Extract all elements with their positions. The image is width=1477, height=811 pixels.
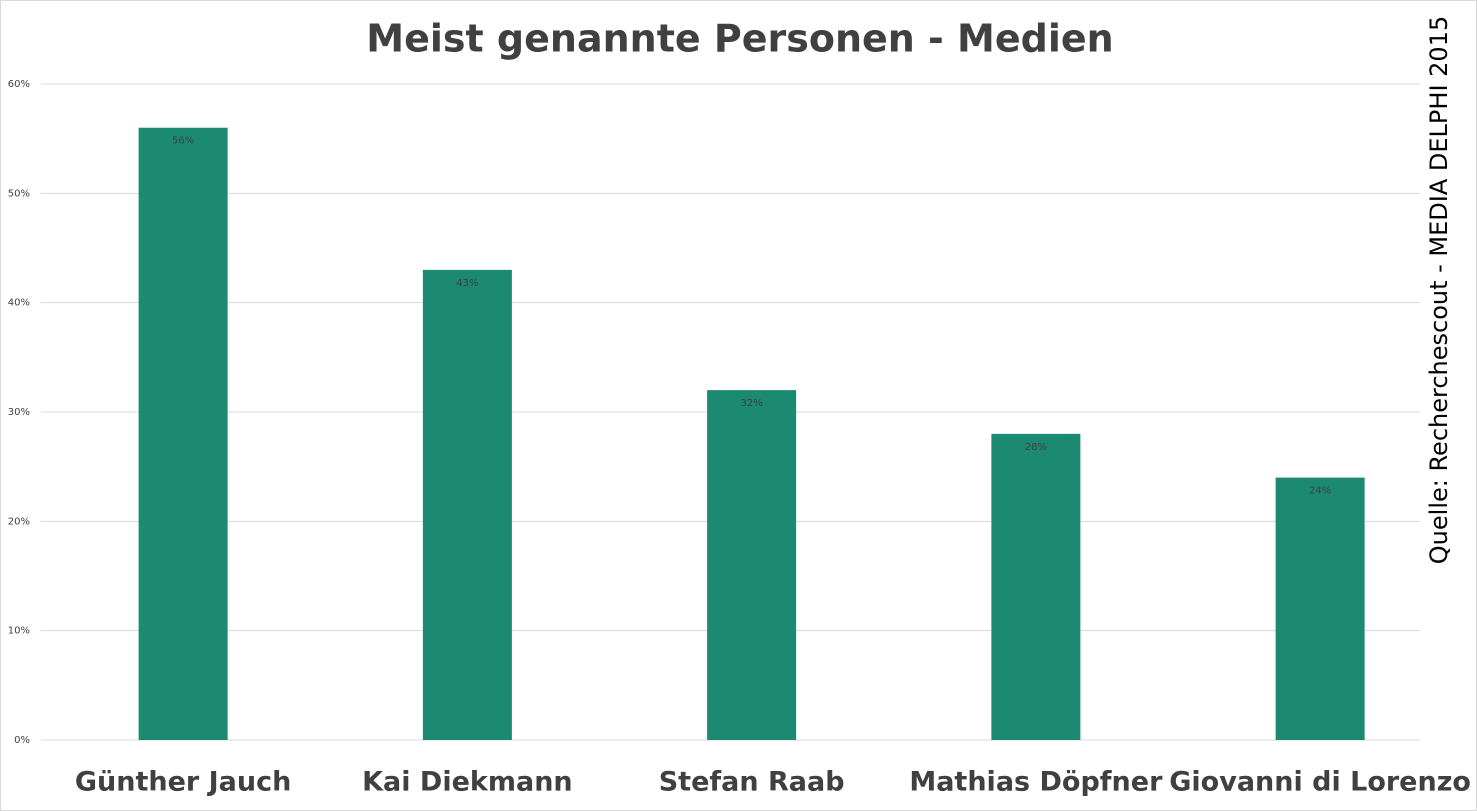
bar — [138, 127, 228, 740]
chart-title: Meist genannte Personen - Medien — [366, 17, 1113, 61]
value-label: 28% — [1025, 442, 1047, 453]
value-label: 56% — [172, 136, 194, 147]
bar — [707, 390, 797, 740]
x-tick-label: Kai Diekmann — [362, 767, 573, 798]
y-tick-label: 0% — [14, 735, 30, 746]
y-tick-label: 50% — [8, 188, 30, 199]
x-tick-label: Mathias Döpfner — [909, 767, 1163, 798]
y-tick-label: 40% — [8, 298, 30, 309]
bar — [1275, 477, 1365, 740]
x-tick-label: Stefan Raab — [659, 767, 845, 798]
value-label: 32% — [741, 398, 763, 409]
y-tick-label: 10% — [8, 626, 30, 637]
x-tick-label: Günther Jauch — [75, 767, 291, 798]
source-note: Quelle: Recherchescout - MEDIA DELPHI 20… — [1425, 16, 1453, 564]
y-tick-label: 60% — [8, 79, 30, 90]
value-label: 24% — [1309, 486, 1331, 497]
y-tick-label: 30% — [8, 407, 30, 418]
y-tick-label: 20% — [8, 516, 30, 527]
bar — [991, 433, 1081, 740]
value-label: 43% — [456, 278, 478, 289]
bar — [422, 269, 512, 740]
x-tick-label: Giovanni di Lorenzo — [1169, 767, 1471, 798]
